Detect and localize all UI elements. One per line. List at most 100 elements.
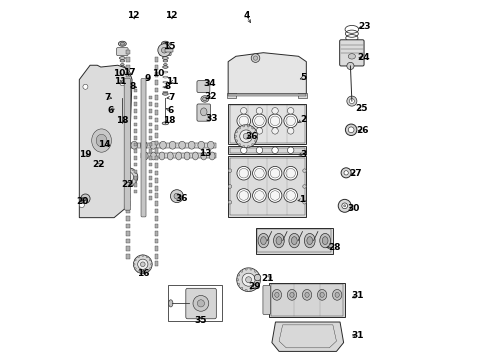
Bar (134, 102, 137, 106)
Bar (149, 163, 152, 166)
Circle shape (237, 189, 250, 202)
Text: 10: 10 (113, 69, 125, 78)
Bar (126, 186, 130, 190)
Bar (155, 193, 158, 198)
Text: 18: 18 (116, 116, 128, 125)
Text: 6: 6 (167, 105, 173, 114)
Bar (134, 129, 137, 133)
Bar (134, 163, 137, 166)
Circle shape (150, 264, 152, 265)
Circle shape (254, 287, 256, 289)
Circle shape (149, 259, 151, 261)
Ellipse shape (120, 60, 124, 62)
Bar (228, 104, 306, 144)
Bar (149, 129, 152, 133)
Ellipse shape (318, 289, 327, 300)
Circle shape (123, 169, 125, 171)
Bar (230, 148, 305, 153)
Circle shape (228, 169, 232, 172)
Polygon shape (79, 65, 132, 218)
Bar (155, 110, 158, 115)
Text: 29: 29 (249, 282, 261, 291)
Ellipse shape (120, 66, 125, 68)
Bar (126, 171, 130, 175)
Circle shape (100, 153, 102, 155)
Circle shape (127, 185, 129, 186)
Bar (155, 254, 158, 258)
Circle shape (270, 191, 280, 200)
Circle shape (120, 172, 122, 174)
Text: 10: 10 (152, 69, 165, 78)
Circle shape (257, 283, 260, 285)
Circle shape (240, 130, 252, 143)
Circle shape (237, 268, 260, 292)
Bar (126, 65, 130, 69)
Circle shape (138, 259, 148, 269)
Bar (134, 136, 137, 140)
Circle shape (174, 193, 180, 199)
Bar (155, 186, 158, 190)
Bar (134, 170, 137, 173)
FancyBboxPatch shape (160, 48, 171, 55)
Circle shape (228, 201, 232, 204)
FancyBboxPatch shape (124, 78, 131, 210)
Bar (155, 72, 158, 77)
Circle shape (343, 205, 346, 207)
Bar (126, 95, 130, 100)
Bar (155, 224, 158, 228)
Ellipse shape (120, 57, 125, 59)
Ellipse shape (188, 141, 195, 149)
Text: 16: 16 (137, 269, 149, 278)
Circle shape (245, 268, 247, 270)
Circle shape (197, 300, 204, 307)
Bar (155, 231, 158, 236)
Bar (141, 153, 216, 158)
Circle shape (120, 181, 122, 182)
Circle shape (112, 168, 114, 170)
Ellipse shape (164, 64, 167, 66)
Bar (126, 50, 130, 54)
Circle shape (116, 161, 118, 163)
Circle shape (252, 127, 254, 129)
Bar (155, 65, 158, 69)
Ellipse shape (335, 292, 339, 297)
Bar (155, 87, 158, 92)
Text: 32: 32 (205, 92, 217, 101)
Ellipse shape (275, 292, 279, 297)
Circle shape (250, 268, 252, 270)
Ellipse shape (142, 152, 148, 160)
Circle shape (268, 166, 282, 180)
Bar (149, 190, 152, 193)
Bar (126, 163, 130, 168)
Text: 30: 30 (347, 204, 360, 213)
Text: 21: 21 (261, 274, 273, 283)
Circle shape (253, 166, 266, 180)
Circle shape (123, 172, 134, 182)
Text: 12: 12 (165, 11, 178, 20)
Ellipse shape (131, 141, 138, 149)
Bar (134, 109, 137, 113)
Circle shape (243, 125, 245, 127)
Circle shape (108, 151, 110, 153)
Circle shape (303, 201, 306, 204)
Bar (126, 254, 130, 258)
Ellipse shape (307, 237, 313, 244)
Bar (227, 93, 236, 98)
Text: 35: 35 (194, 316, 206, 325)
Circle shape (119, 168, 138, 186)
Circle shape (303, 185, 306, 188)
Bar (134, 116, 137, 120)
Bar (155, 103, 158, 107)
Text: 31: 31 (352, 332, 364, 341)
Circle shape (347, 96, 357, 106)
Circle shape (251, 54, 260, 62)
Circle shape (268, 189, 282, 202)
Bar (155, 216, 158, 221)
Ellipse shape (112, 141, 119, 149)
Circle shape (115, 165, 117, 167)
Circle shape (288, 128, 294, 134)
Circle shape (149, 268, 151, 269)
Circle shape (104, 170, 106, 172)
FancyBboxPatch shape (340, 40, 364, 66)
Circle shape (138, 271, 139, 273)
